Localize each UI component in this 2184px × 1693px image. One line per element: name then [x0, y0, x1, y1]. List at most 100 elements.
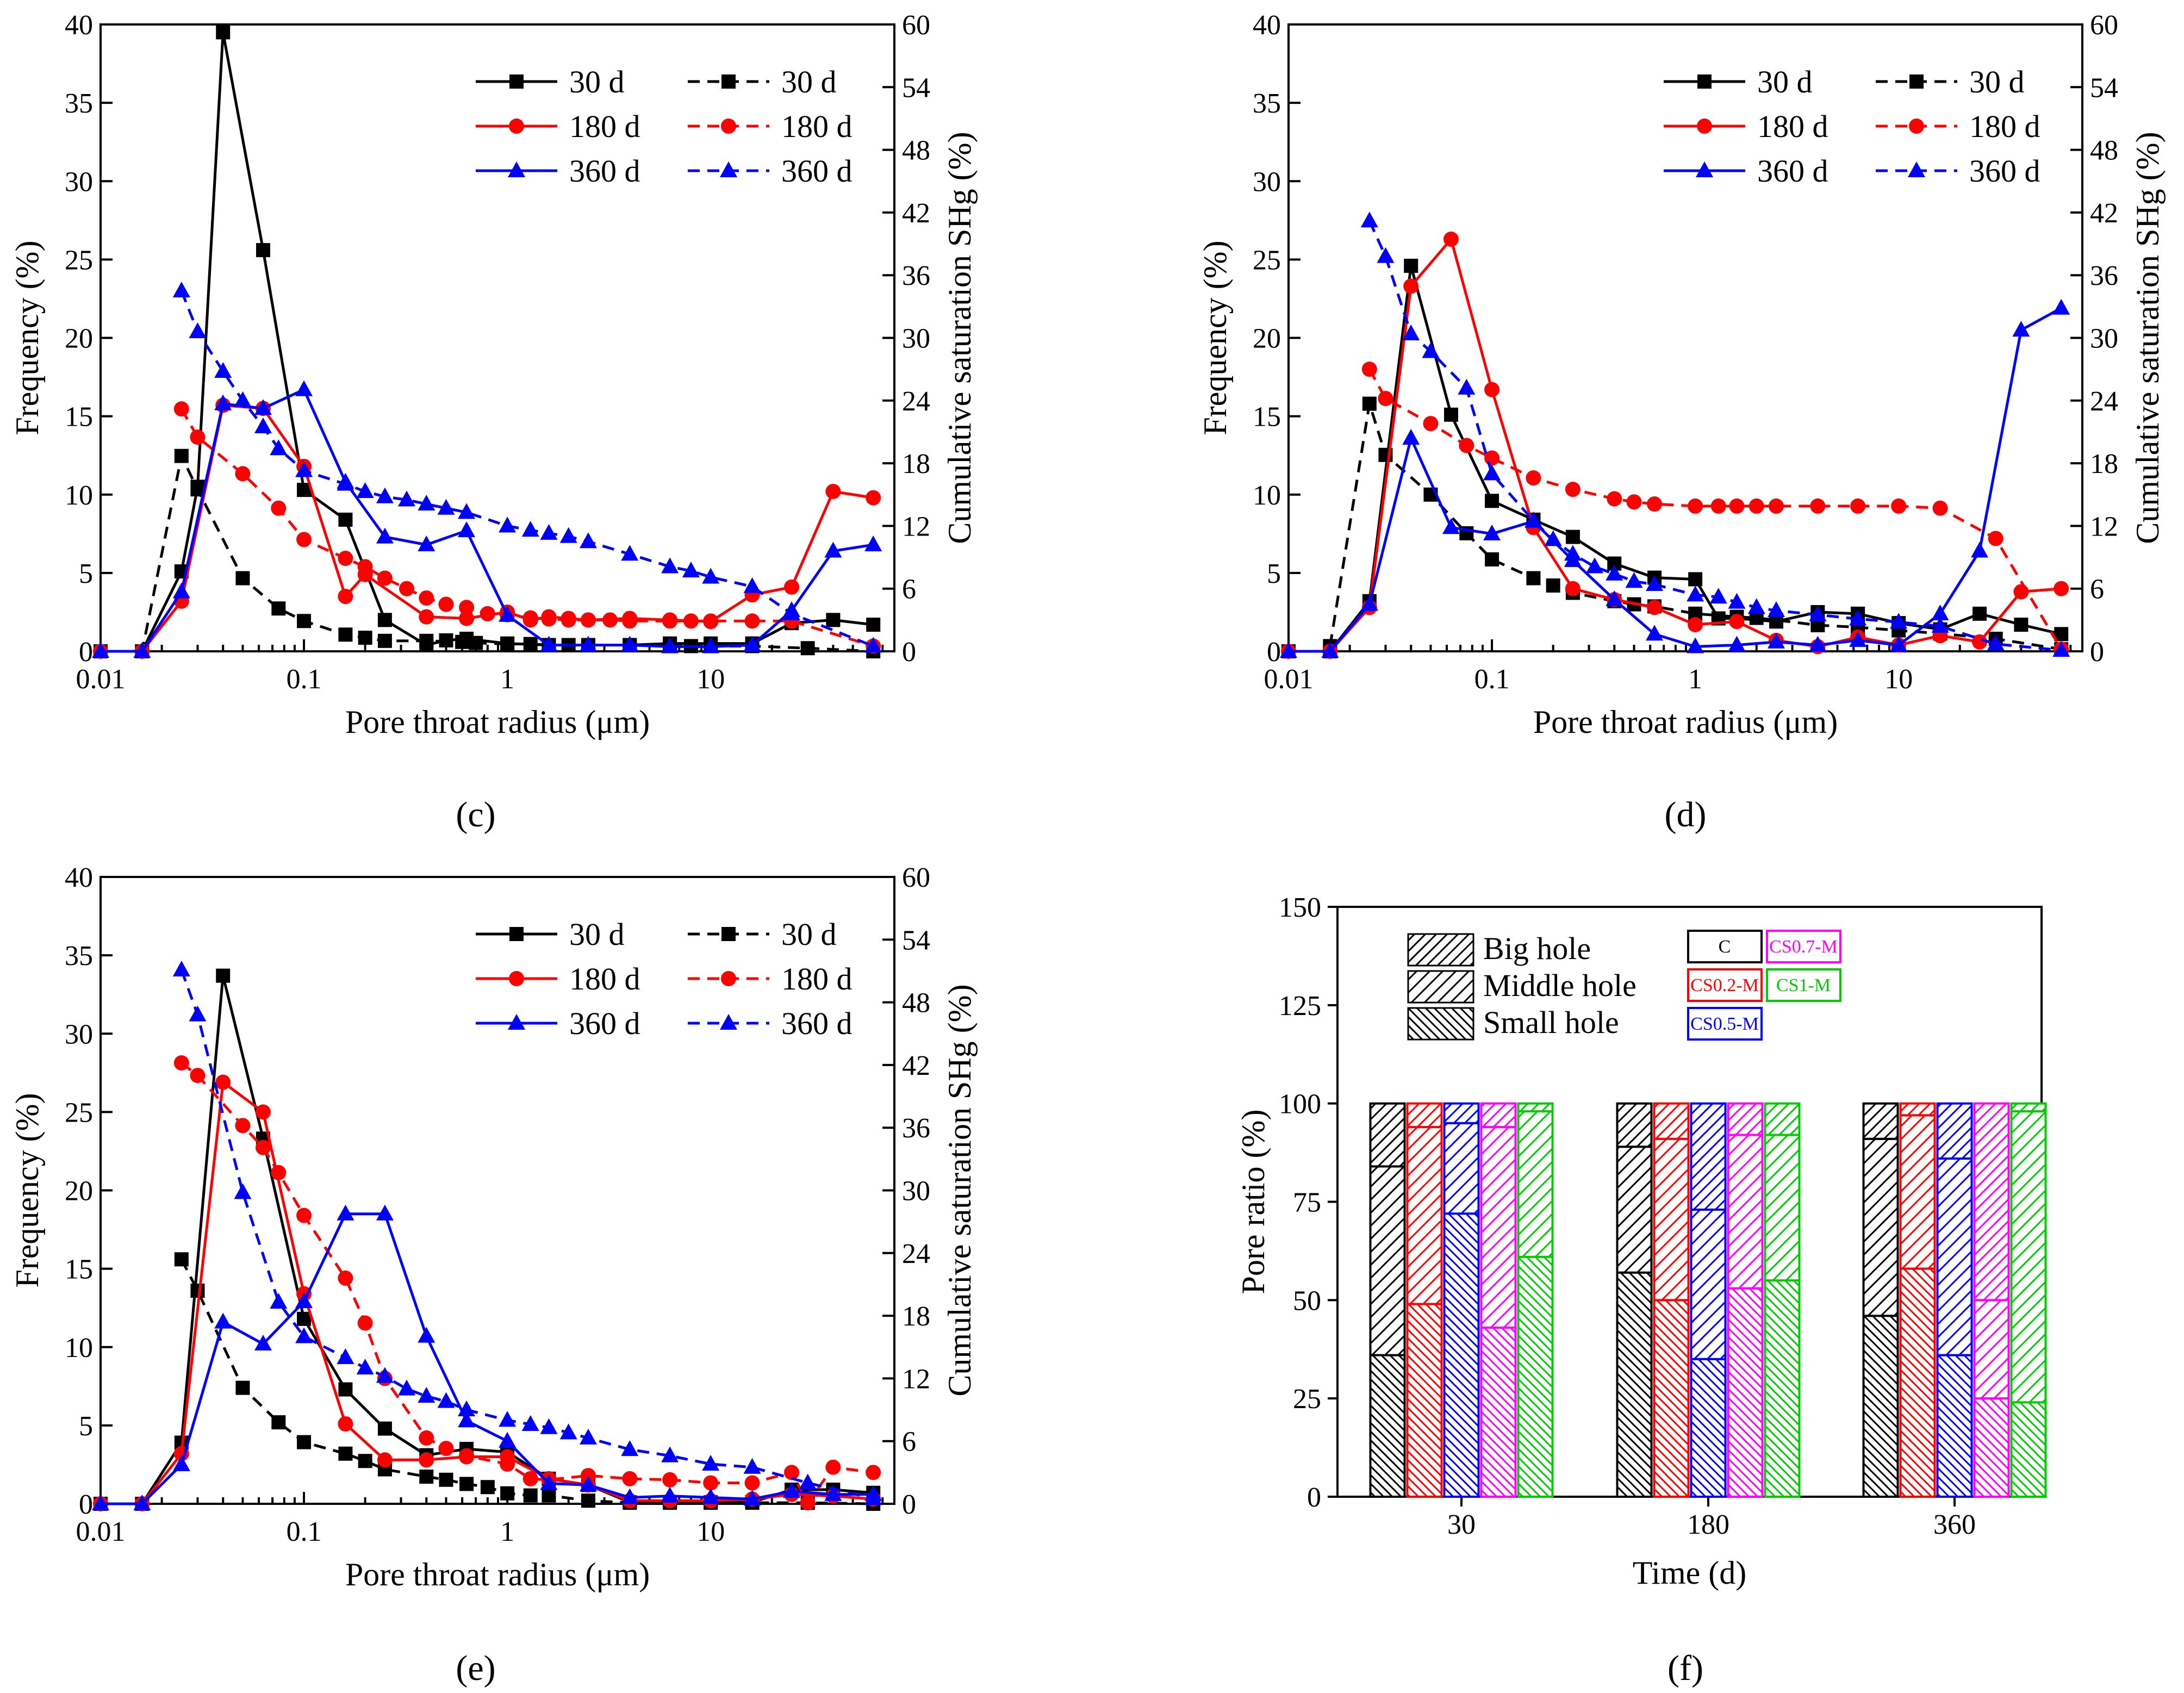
data-point: [1526, 571, 1541, 586]
y2-tick-label: 18: [902, 1301, 930, 1332]
y2-tick-label: 6: [2090, 574, 2104, 605]
y2-tick-label: 24: [902, 386, 930, 417]
legend-marker: [721, 119, 736, 134]
data-point: [561, 612, 576, 628]
x-tick-label: 360: [1933, 1509, 1976, 1540]
legend-label: 30 d: [1757, 64, 1813, 99]
bar-segment-middle-hole: [1616, 1146, 1653, 1274]
data-point: [270, 1293, 288, 1309]
data-point: [256, 1140, 271, 1155]
y2-tick-label: 0: [902, 1489, 916, 1520]
data-point: [1810, 498, 1826, 514]
data-point: [541, 611, 557, 627]
bar-segment-big-hole: [2010, 1102, 2047, 1113]
data-point: [399, 581, 415, 596]
series-360d-dashed: [172, 282, 882, 653]
data-point: [521, 1415, 539, 1431]
data-point: [800, 1495, 816, 1511]
series-180d-solid: [93, 1074, 881, 1511]
data-point: [295, 1292, 313, 1309]
bar-fill: [1481, 1103, 1516, 1128]
bar-fill: [1481, 1127, 1516, 1328]
legend-label: 30 d: [1969, 64, 2025, 99]
data-point: [1932, 500, 1948, 516]
data-point: [1891, 498, 1907, 514]
y2-tick-label: 0: [902, 637, 916, 668]
y-tick-label: 35: [1253, 88, 1281, 119]
data-point: [499, 1431, 517, 1448]
data-point: [500, 637, 515, 651]
series-360d-dashed: [1360, 211, 2070, 657]
data-point: [1378, 390, 1393, 406]
bar-outline: [1764, 1102, 1801, 1136]
data-point: [581, 1493, 595, 1508]
bar-fill: [1863, 1103, 1898, 1139]
bar-segment-big-hole: [1936, 1102, 1973, 1160]
data-point: [1526, 470, 1541, 486]
y2-tick-label: 48: [2090, 135, 2118, 166]
legend-label: 180 d: [569, 961, 640, 997]
legend-group-box: [1687, 930, 1763, 963]
bar-fill: [2011, 1111, 2046, 1403]
legend: 30 d 30 d 180 d 180 d 360 d 360 d: [1664, 64, 2040, 189]
legend-marker: [508, 1014, 525, 1030]
y-tick-label: 25: [1293, 1384, 1321, 1415]
data-point: [297, 1435, 312, 1449]
bar-fill: [1617, 1103, 1652, 1147]
data-point: [559, 1423, 577, 1440]
data-point: [621, 545, 639, 561]
bar-outline: [1862, 1102, 1899, 1140]
y-tick-label: 50: [1293, 1285, 1321, 1316]
y2-tick-label: 0: [2090, 637, 2104, 668]
data-point: [270, 439, 288, 456]
data-point: [580, 1468, 596, 1484]
bar-segment-middle-hole: [1973, 1299, 2010, 1400]
data-point: [1688, 572, 1703, 587]
y-tick-label: 25: [1253, 245, 1281, 276]
y-tick-label: 40: [65, 862, 93, 893]
data-point: [662, 1472, 678, 1487]
bar-fill: [1974, 1103, 2009, 1300]
series-line: [181, 1062, 874, 1505]
data-point: [377, 633, 392, 648]
data-point: [439, 1472, 453, 1487]
y2-tick-label: 24: [2090, 386, 2118, 417]
data-point: [235, 466, 251, 482]
bar-fill: [1863, 1316, 1898, 1497]
data-point: [1809, 636, 1827, 652]
data-point: [2052, 298, 2070, 315]
data-point: [622, 1471, 638, 1486]
data-point: [1688, 617, 1703, 632]
y2-tick-label: 36: [902, 260, 930, 291]
legend-label: Small hole: [1483, 1005, 1619, 1040]
y-tick-label: 15: [65, 402, 93, 433]
data-point: [500, 1456, 515, 1472]
data-point: [357, 559, 373, 575]
x-tick-label: 10: [696, 1516, 725, 1547]
data-point: [661, 1446, 679, 1462]
x-tick-label: 0.1: [287, 1516, 322, 1547]
y-tick-label: 0: [79, 637, 93, 668]
bar-fill: [1937, 1355, 1972, 1497]
data-point: [864, 1489, 882, 1505]
data-point: [866, 490, 881, 506]
data-point: [271, 1415, 286, 1430]
data-point: [499, 606, 517, 622]
bar-segment-small-hole: [2010, 1401, 2047, 1498]
data-point: [1377, 247, 1395, 263]
legend-label: 30 d: [569, 917, 625, 952]
legend-marker: [721, 927, 736, 941]
data-point: [1586, 557, 1604, 574]
data-point: [1564, 545, 1582, 561]
data-point: [579, 1428, 597, 1445]
legend-label: 180 d: [569, 109, 640, 144]
data-point: [295, 461, 313, 477]
bar-segment-big-hole: [1764, 1102, 1801, 1136]
data-point: [377, 613, 392, 627]
data-point: [172, 961, 190, 977]
bar-segment-big-hole: [1899, 1102, 1936, 1117]
data-point: [743, 636, 761, 652]
legend-label: 360 d: [781, 153, 853, 189]
data-point: [418, 1387, 435, 1403]
